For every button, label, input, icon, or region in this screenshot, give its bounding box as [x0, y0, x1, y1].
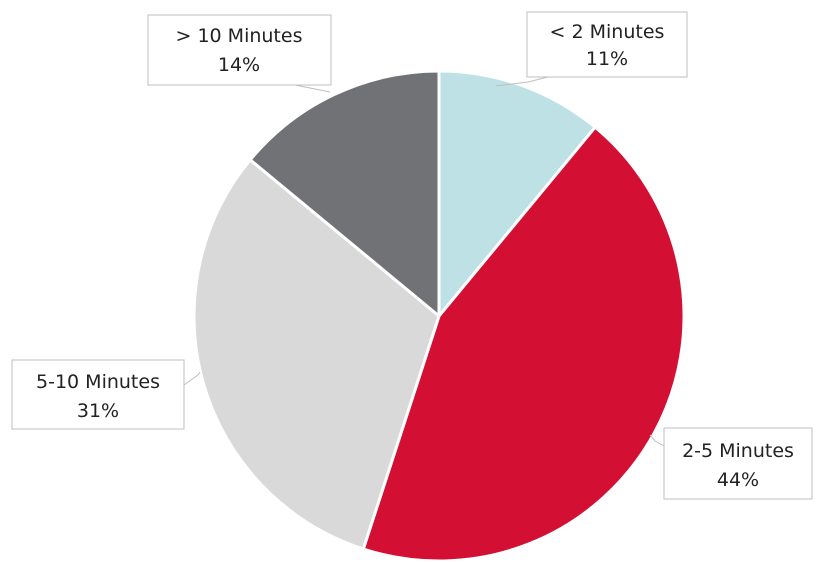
slice-label-5-10-minutes: 5-10 Minutes	[36, 371, 160, 393]
leader-line-5-10-minutes	[183, 371, 201, 386]
callout-more-10-minutes: > 10 Minutes 14%	[147, 14, 332, 86]
callout-2-5-minutes: 2-5 Minutes 44%	[663, 427, 813, 500]
slice-label-more-10-minutes: > 10 Minutes	[176, 25, 303, 47]
slice-label-2-5-minutes: 2-5 Minutes	[682, 440, 794, 462]
slice-value-2-5-minutes: 44%	[717, 469, 759, 491]
callout-5-10-minutes: 5-10 Minutes 31%	[11, 359, 185, 430]
slice-value-more-10-minutes: 14%	[218, 54, 260, 76]
pie-slice-5-10-minutes	[192, 158, 441, 551]
leader-line-less-2-minutes	[495, 76, 549, 87]
pie-slices	[192, 69, 686, 562]
slice-value-less-2-minutes: 11%	[586, 48, 628, 70]
pie-slice-2-5-minutes	[361, 125, 686, 562]
leader-line-2-5-minutes	[649, 434, 665, 447]
pie-slice-more-10-minutes	[248, 69, 441, 318]
slice-label-less-2-minutes: < 2 Minutes	[550, 21, 665, 43]
slice-value-5-10-minutes: 31%	[77, 400, 119, 422]
callout-less-2-minutes: < 2 Minutes 11%	[526, 11, 688, 78]
pie-slice-less-2-minutes	[437, 69, 597, 318]
